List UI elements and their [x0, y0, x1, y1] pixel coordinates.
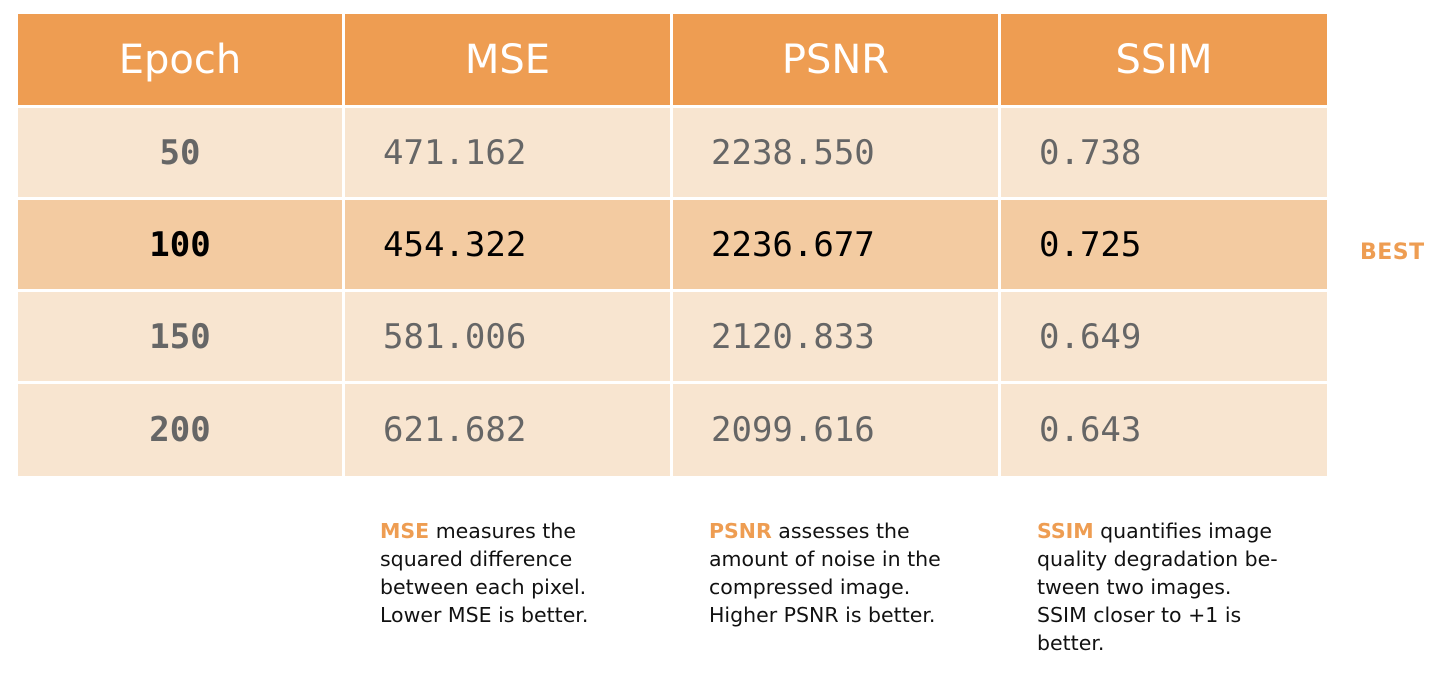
ssim-cell: 0.738 [1001, 108, 1327, 200]
epoch-cell: 100 [18, 200, 345, 292]
header-mse: MSE [345, 14, 673, 108]
note-line: between each pixel. [380, 575, 587, 599]
note-line: Higher PSNR is better. [709, 603, 936, 627]
table-row-best: 100 454.322 2236.677 0.725 [18, 200, 1327, 292]
note-term: SSIM [1037, 519, 1094, 543]
mse-cell: 581.006 [345, 292, 673, 384]
note-term: PSNR [709, 519, 772, 543]
note-line: tween two images. [1037, 575, 1232, 599]
mse-note: MSE measures the squared difference betw… [380, 517, 650, 629]
best-label: BEST [1360, 240, 1425, 265]
metrics-table: Epoch MSE PSNR SSIM 50 471.162 2238.550 … [18, 14, 1327, 476]
header-epoch: Epoch [18, 14, 345, 108]
table-row: 200 621.682 2099.616 0.643 [18, 384, 1327, 476]
psnr-cell: 2238.550 [673, 108, 1001, 200]
note-line: SSIM closer to +1 is [1037, 603, 1242, 627]
note-line: better. [1037, 631, 1105, 655]
header-ssim: SSIM [1001, 14, 1327, 108]
psnr-cell: 2236.677 [673, 200, 1001, 292]
note-line: compressed image. [709, 575, 911, 599]
note-line: measures the [435, 519, 576, 543]
header-row: Epoch MSE PSNR SSIM [18, 14, 1327, 108]
note-line: assesses the [778, 519, 910, 543]
note-line: squared difference [380, 547, 573, 571]
note-line: quality degradation be- [1037, 547, 1278, 571]
ssim-note: SSIM quantifies image quality degradatio… [1037, 517, 1307, 657]
mse-cell: 621.682 [345, 384, 673, 476]
epoch-cell: 200 [18, 384, 345, 476]
mse-cell: 471.162 [345, 108, 673, 200]
header-psnr: PSNR [673, 14, 1001, 108]
mse-cell: 454.322 [345, 200, 673, 292]
epoch-cell: 50 [18, 108, 345, 200]
psnr-note: PSNR assesses the amount of noise in the… [709, 517, 979, 629]
epoch-cell: 150 [18, 292, 345, 384]
ssim-cell: 0.725 [1001, 200, 1327, 292]
note-term: MSE [380, 519, 430, 543]
table-row: 50 471.162 2238.550 0.738 [18, 108, 1327, 200]
note-line: quantifies image [1100, 519, 1273, 543]
note-line: amount of noise in the [709, 547, 941, 571]
ssim-cell: 0.643 [1001, 384, 1327, 476]
psnr-cell: 2120.833 [673, 292, 1001, 384]
psnr-cell: 2099.616 [673, 384, 1001, 476]
table-row: 150 581.006 2120.833 0.649 [18, 292, 1327, 384]
note-line: Lower MSE is better. [380, 603, 589, 627]
ssim-cell: 0.649 [1001, 292, 1327, 384]
